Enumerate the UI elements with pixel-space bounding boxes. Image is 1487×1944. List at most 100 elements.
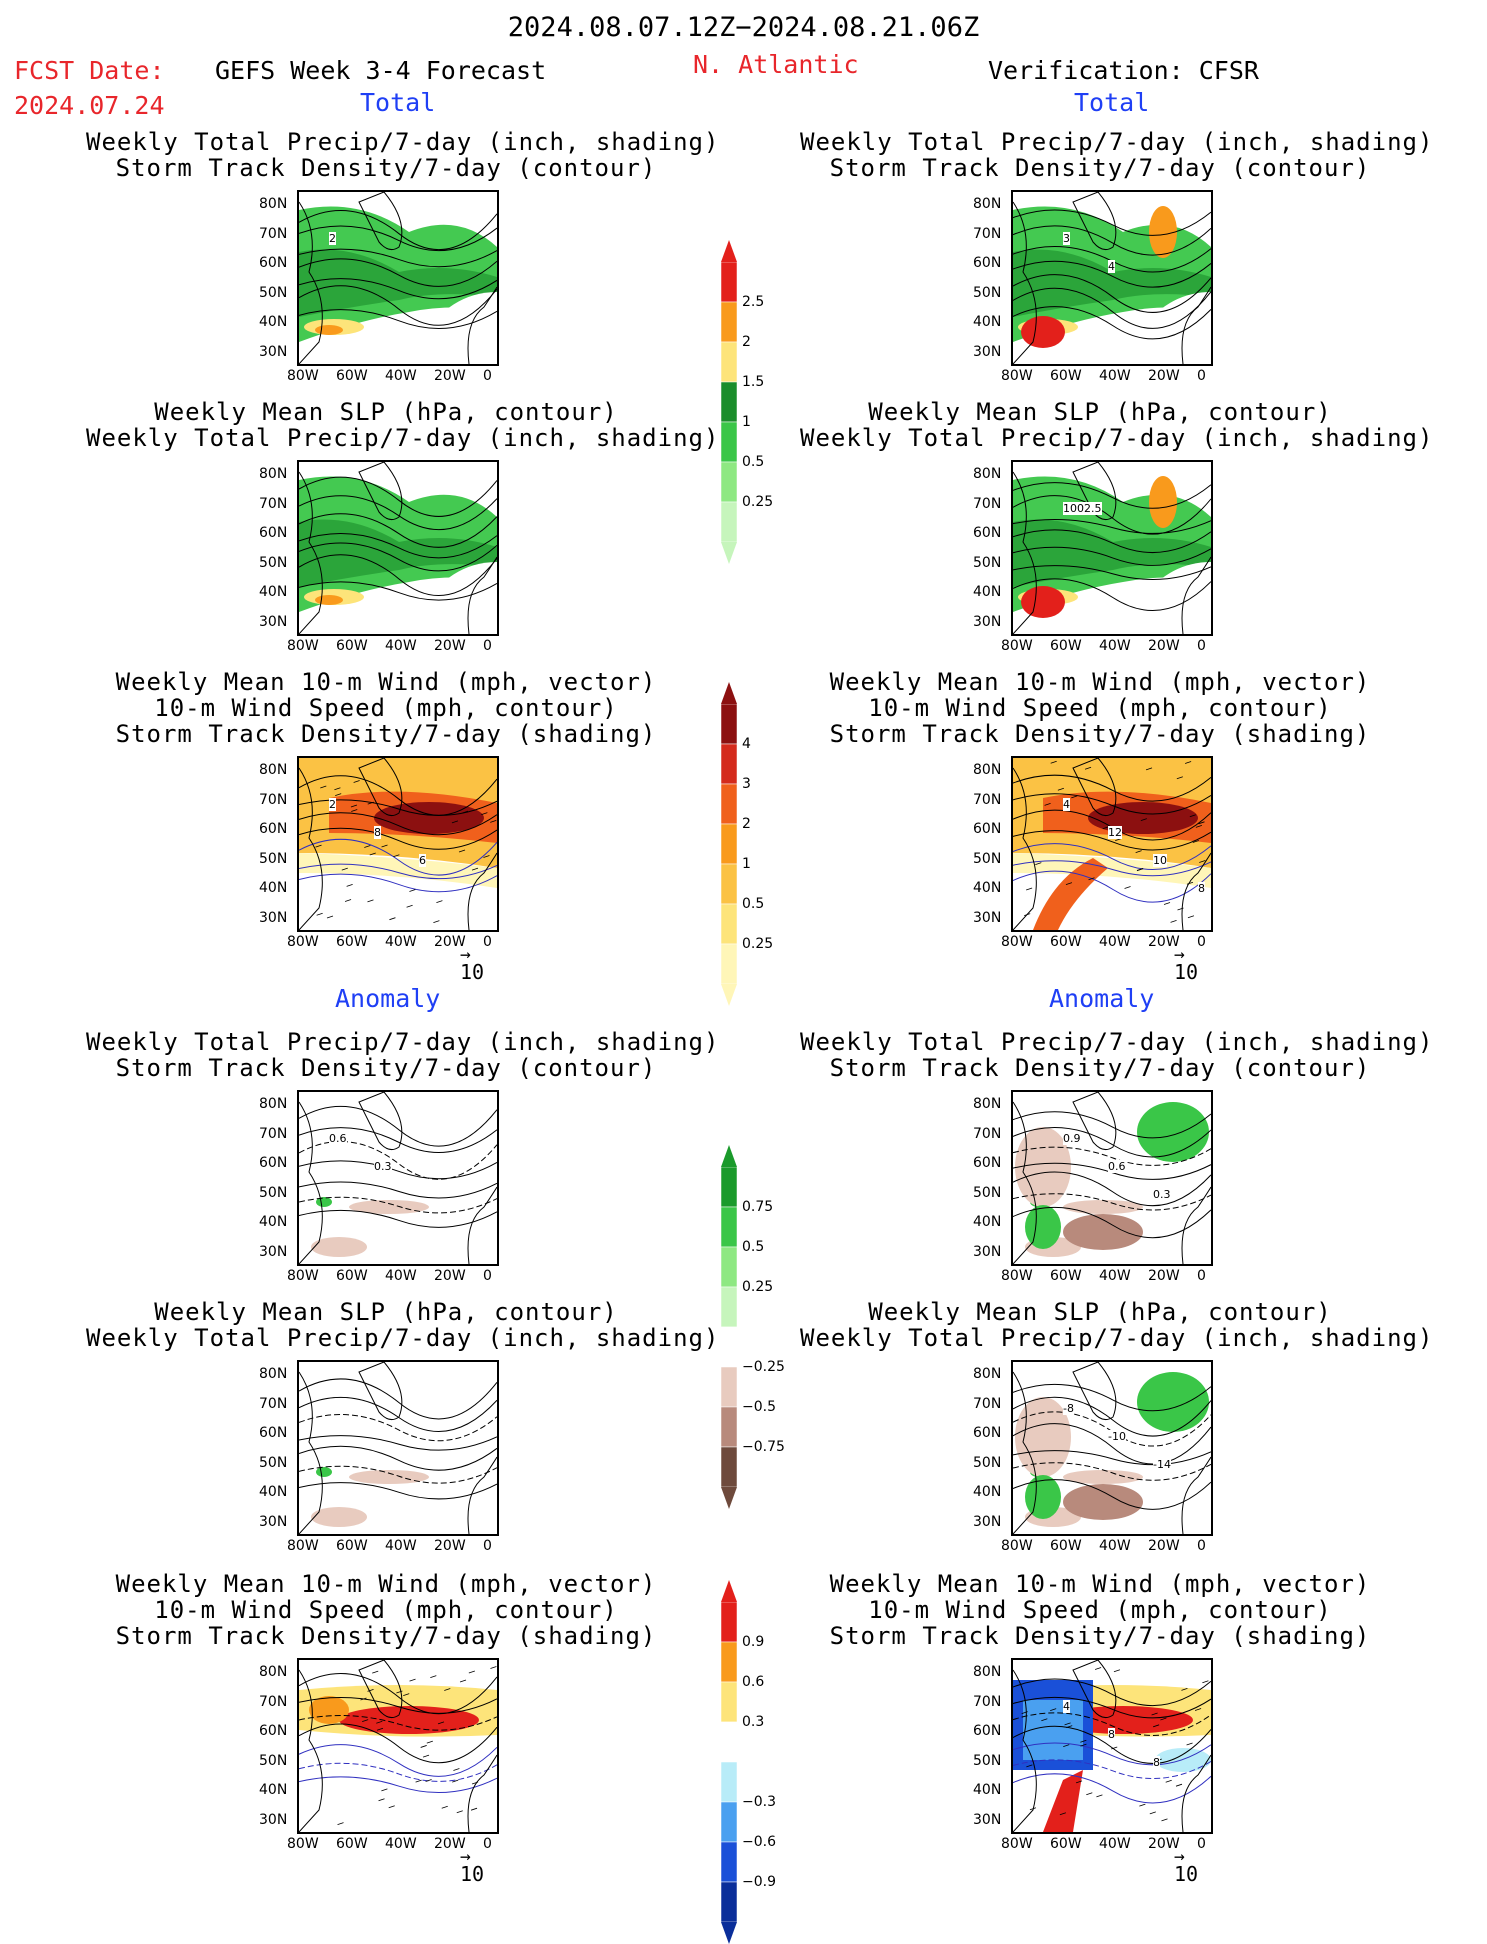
lat-tick-label: 60N (973, 255, 1002, 271)
wind-vector (369, 852, 376, 856)
contour-line (299, 1196, 497, 1214)
map-frame (297, 1658, 499, 1834)
precip-shading (1021, 316, 1065, 348)
colorbar-top-arrow (721, 240, 737, 262)
map-frame: 2 (297, 190, 499, 366)
wind-vector (406, 904, 413, 908)
lat-tick-label: 50N (259, 850, 288, 867)
anomaly-shading (1015, 1127, 1071, 1207)
panel-title-line: Weekly Mean 10-m Wind (mph, vector) (115, 668, 657, 696)
wind-vector (461, 810, 469, 814)
anomaly-shading (349, 1200, 429, 1214)
colorbar-segment (720, 863, 738, 905)
wind-reference-vector: → 10 (1174, 1848, 1198, 1887)
contour-line (299, 812, 497, 836)
wind-vector (381, 1788, 388, 1792)
precip-shading (1013, 249, 1211, 317)
map-field-10 (1013, 1362, 1211, 1534)
contour-line (299, 1723, 497, 1764)
lon-tick-label: 60W (336, 638, 368, 654)
panel-title-line: Storm Track Density/7-day (contour) (829, 1054, 1371, 1082)
contour-line (299, 1209, 497, 1228)
lat-tick-label: 60N (973, 821, 1002, 837)
contour-line (299, 1673, 497, 1715)
greenland-coastline (1072, 192, 1117, 251)
contour-line (1013, 482, 1211, 509)
anomaly-shading (1137, 1102, 1209, 1162)
lat-tick-label: 40N (973, 880, 1002, 896)
precip-shading (299, 249, 497, 317)
anomaly-shading (316, 1467, 332, 1477)
fcst-label: FCST Date: (14, 56, 165, 85)
africa-europe-coastline (1181, 286, 1211, 364)
wind-vector (1187, 915, 1195, 919)
lat-tick-label: 70N (259, 495, 288, 512)
contour-label: -8 (1063, 1402, 1074, 1415)
panel-title-line: 10-m Wind Speed (mph, contour) (154, 1596, 618, 1624)
precip-shading (1013, 519, 1211, 587)
wind-vector (490, 820, 497, 823)
contour-line (1013, 306, 1211, 340)
lat-tick-label: 30N (973, 1513, 1002, 1530)
precip-shading (315, 595, 343, 605)
wind-vector (360, 1697, 367, 1701)
lat-tick-label: 40N (973, 1484, 1002, 1500)
wind-vector (1021, 1711, 1028, 1714)
contour-line (1013, 1127, 1211, 1158)
contour-line (1013, 287, 1211, 329)
contour-line (1013, 793, 1211, 815)
contour-line (1013, 1696, 1211, 1719)
colorbar-label: −0.75 (742, 1439, 785, 1455)
colorbar-label: 4 (742, 736, 751, 752)
contour-line (299, 838, 497, 876)
lon-tick-label: 0 (483, 934, 492, 950)
anomaly-shading (1025, 1475, 1061, 1519)
map-field-2 (1013, 192, 1211, 364)
wind-vector (393, 854, 400, 858)
wind-vector (1064, 1722, 1071, 1726)
north-america-coastline (299, 1101, 323, 1264)
panel-title-line: Storm Track Density/7-day (contour) (115, 1054, 657, 1082)
storm-shading (1033, 858, 1108, 930)
contour-line (1013, 1450, 1211, 1466)
wind-vector (376, 1727, 384, 1731)
contour-line (299, 581, 497, 601)
contour-label: 2 (329, 798, 336, 811)
colorbar-label: 2 (742, 816, 751, 832)
colorbar-segment (720, 1406, 738, 1448)
contour-label: -14 (1153, 1458, 1171, 1471)
wind-vector (437, 1721, 445, 1725)
anomaly-shading (1043, 1770, 1083, 1832)
wind-vector (1181, 1687, 1188, 1691)
map-field-1 (299, 192, 497, 364)
lat-tick-label: 50N (973, 554, 1002, 571)
colorbar-segment (720, 1761, 738, 1803)
lat-tick-label: 30N (973, 613, 1002, 630)
colorbar-label: 0.25 (742, 494, 774, 510)
lon-tick-label: 40W (385, 638, 417, 654)
lat-tick-label: 60N (259, 1425, 288, 1441)
lat-tick-label: 40N (973, 1214, 1002, 1230)
lon-tick-label: 60W (336, 368, 368, 384)
precip-shading (1133, 292, 1211, 364)
north-america-coastline (1013, 767, 1037, 930)
wind-vector (1176, 776, 1183, 780)
colorbar-segment (720, 1286, 738, 1328)
lat-tick-label: 40N (259, 314, 288, 330)
contour-label: 0.9 (1063, 1132, 1081, 1145)
wind-vector (426, 1740, 433, 1744)
wind-vector (372, 1670, 379, 1674)
wind-vector (1161, 1818, 1168, 1822)
wind-vector (441, 1805, 448, 1809)
map-frame: 0.9 0.6 0.3 (1011, 1090, 1213, 1266)
wind-vector (444, 1688, 451, 1691)
wind-vector (409, 1678, 416, 1682)
colorbar-segment (720, 903, 738, 945)
colorbar-label: 1 (742, 856, 751, 872)
wind-vector (1170, 920, 1177, 923)
lat-tick-label: 80N (259, 466, 288, 482)
contour-label: 3 (1063, 232, 1070, 245)
lat-tick-label: 30N (973, 343, 1002, 360)
lat-tick-label: 70N (259, 1125, 288, 1142)
lat-tick-label: 70N (259, 1693, 288, 1710)
